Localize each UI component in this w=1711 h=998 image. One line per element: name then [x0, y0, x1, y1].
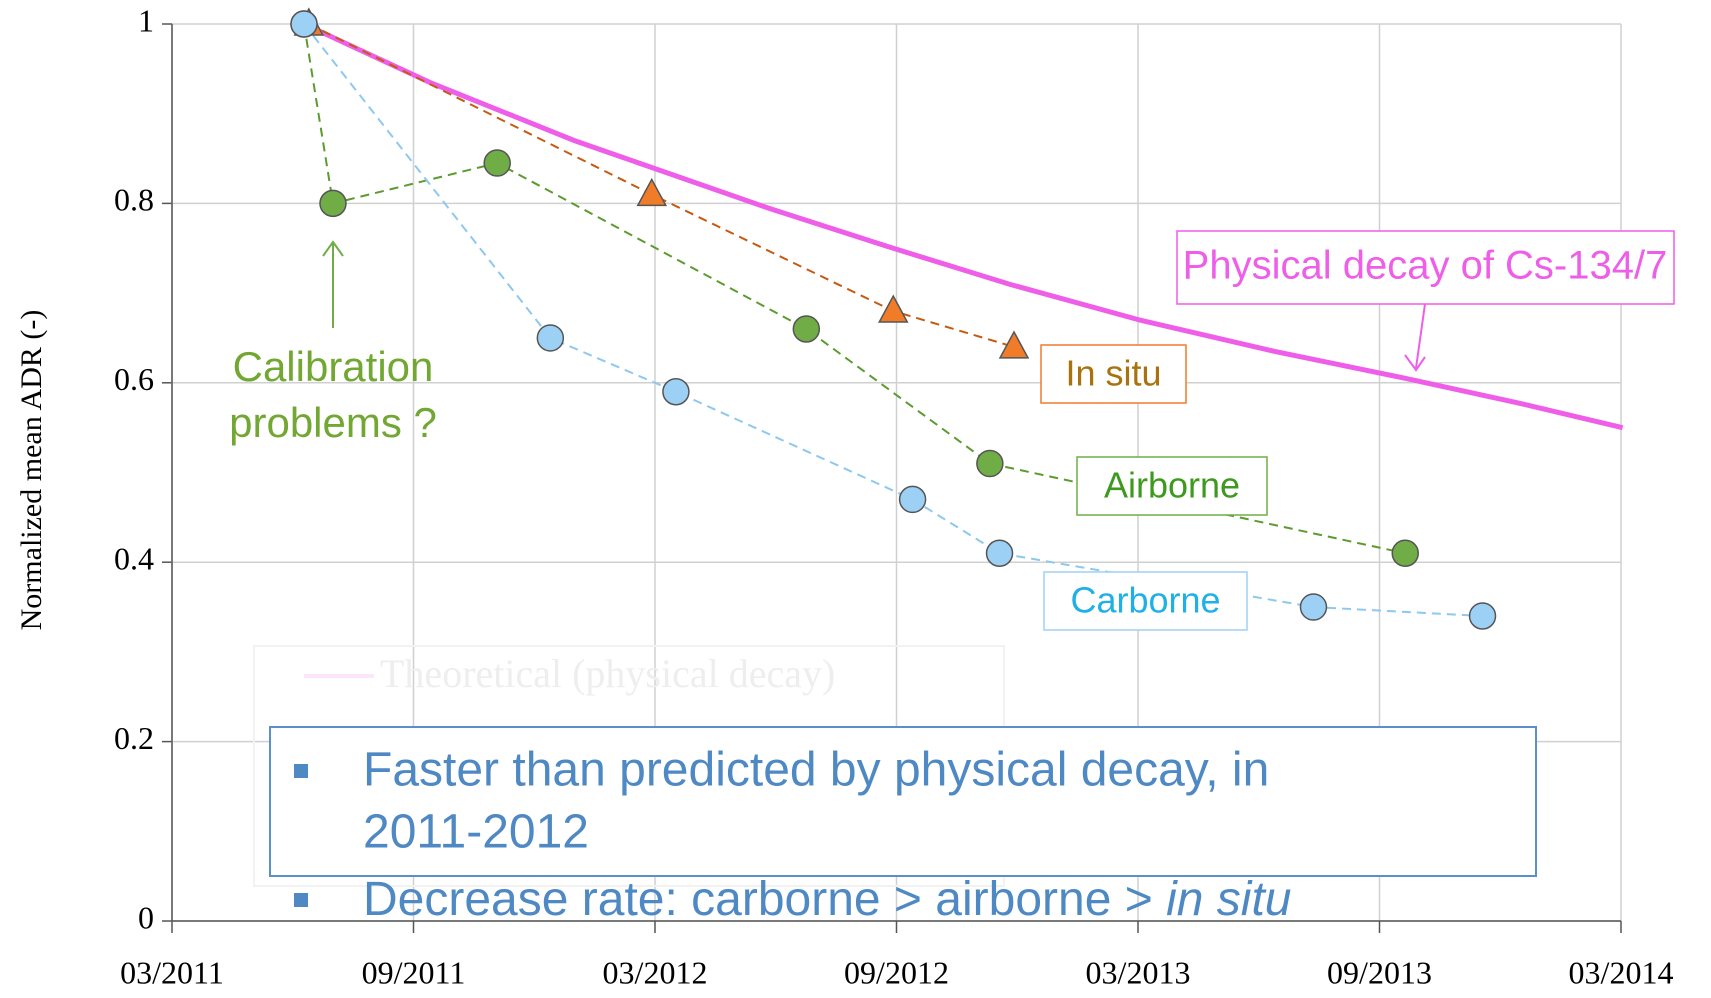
marker — [878, 294, 909, 323]
series-label-box — [1076, 456, 1268, 516]
arrow-head — [322, 240, 344, 257]
bullet-text: Decrease rate: carborne > airborne > in … — [363, 873, 1292, 926]
y-tick-label: 0.6 — [114, 361, 154, 397]
x-tick-label: 03/2012 — [603, 954, 708, 990]
y-axis-label: Normalized mean ADR (-) — [15, 310, 48, 631]
y-tick-label: 0.2 — [114, 720, 154, 756]
bullet — [294, 764, 308, 778]
annotation: Calibration — [233, 343, 434, 390]
marker — [662, 378, 690, 406]
y-tick-label: 0 — [138, 899, 154, 935]
series-label: Airborne — [1104, 465, 1240, 506]
text-box — [269, 726, 1537, 877]
x-tick-label: 09/2011 — [362, 954, 466, 990]
marker — [1468, 602, 1497, 630]
series-line — [303, 23, 1406, 555]
y-tick-label: 1 — [138, 2, 154, 38]
legend-label: Theoretical (physical decay) — [380, 651, 835, 696]
series-label-box — [1040, 344, 1187, 404]
marker — [290, 10, 318, 38]
marker — [792, 315, 821, 343]
series-label-box — [1043, 571, 1248, 631]
y-tick-label: 0.8 — [114, 182, 154, 218]
x-tick-label: 09/2013 — [1327, 954, 1432, 990]
arrow — [1415, 303, 1426, 369]
bullet — [294, 893, 308, 907]
marker — [319, 189, 347, 218]
marker — [636, 177, 668, 207]
marker — [1391, 539, 1419, 567]
bullet-text-part: Decrease rate: carborne > airborne > — [363, 873, 1166, 926]
series-label: In situ — [1065, 353, 1161, 394]
series-label: Carborne — [1070, 580, 1220, 621]
marker — [998, 330, 1030, 359]
y-tick-label: 0.4 — [114, 541, 154, 577]
marker — [898, 485, 927, 514]
x-tick-label: 03/2011 — [120, 954, 224, 990]
marker — [536, 324, 565, 352]
series-line — [308, 23, 1015, 348]
bullet-text: 2011-2012 — [363, 806, 589, 859]
marker — [483, 149, 511, 177]
series-line — [302, 21, 1624, 431]
arrow-head — [1404, 354, 1426, 372]
marker — [985, 539, 1014, 567]
bullet-text: Faster than predicted by physical decay,… — [363, 744, 1269, 797]
x-tick-label: 09/2012 — [844, 954, 949, 990]
x-tick-label: 03/2014 — [1569, 954, 1674, 990]
x-tick-label: 03/2013 — [1086, 954, 1191, 990]
annotation: problems ? — [229, 399, 437, 446]
annotation-box — [1176, 230, 1675, 305]
marker — [976, 449, 1004, 478]
bullet-text-italic: in situ — [1166, 873, 1291, 926]
marker — [1299, 593, 1328, 621]
annotation: Physical decay of Cs-134/7 — [1183, 244, 1668, 288]
